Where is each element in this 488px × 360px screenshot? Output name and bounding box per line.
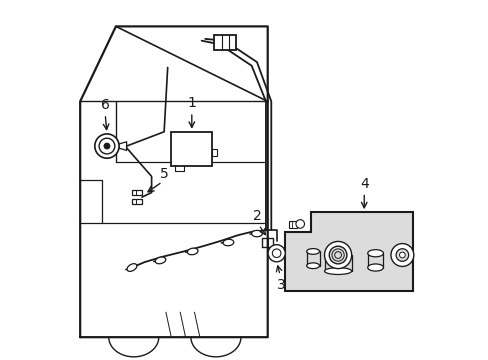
Circle shape <box>295 220 304 228</box>
Ellipse shape <box>306 249 319 254</box>
Bar <box>214 35 235 50</box>
FancyBboxPatch shape <box>132 199 142 204</box>
Circle shape <box>99 138 115 154</box>
Text: 1: 1 <box>187 96 196 111</box>
Text: 6: 6 <box>101 98 109 112</box>
Circle shape <box>95 134 119 158</box>
Circle shape <box>272 249 281 257</box>
Polygon shape <box>284 212 311 232</box>
Ellipse shape <box>127 264 137 271</box>
Text: 5: 5 <box>160 167 168 181</box>
Ellipse shape <box>187 248 198 255</box>
Circle shape <box>390 244 413 266</box>
Bar <box>171 132 212 166</box>
Ellipse shape <box>223 239 233 246</box>
Text: 2: 2 <box>253 209 262 223</box>
Circle shape <box>395 249 408 261</box>
Circle shape <box>104 143 110 149</box>
Ellipse shape <box>324 268 351 274</box>
Ellipse shape <box>251 230 262 237</box>
Bar <box>288 221 296 228</box>
Text: 4: 4 <box>359 177 368 191</box>
Bar <box>212 149 216 156</box>
FancyBboxPatch shape <box>132 190 142 195</box>
Ellipse shape <box>306 263 319 269</box>
Circle shape <box>399 252 405 258</box>
Circle shape <box>328 246 346 264</box>
Circle shape <box>267 245 285 262</box>
Circle shape <box>324 242 351 269</box>
Bar <box>284 212 412 291</box>
Ellipse shape <box>367 264 383 271</box>
Ellipse shape <box>367 249 383 257</box>
Text: 3: 3 <box>276 278 285 292</box>
Ellipse shape <box>155 257 165 264</box>
